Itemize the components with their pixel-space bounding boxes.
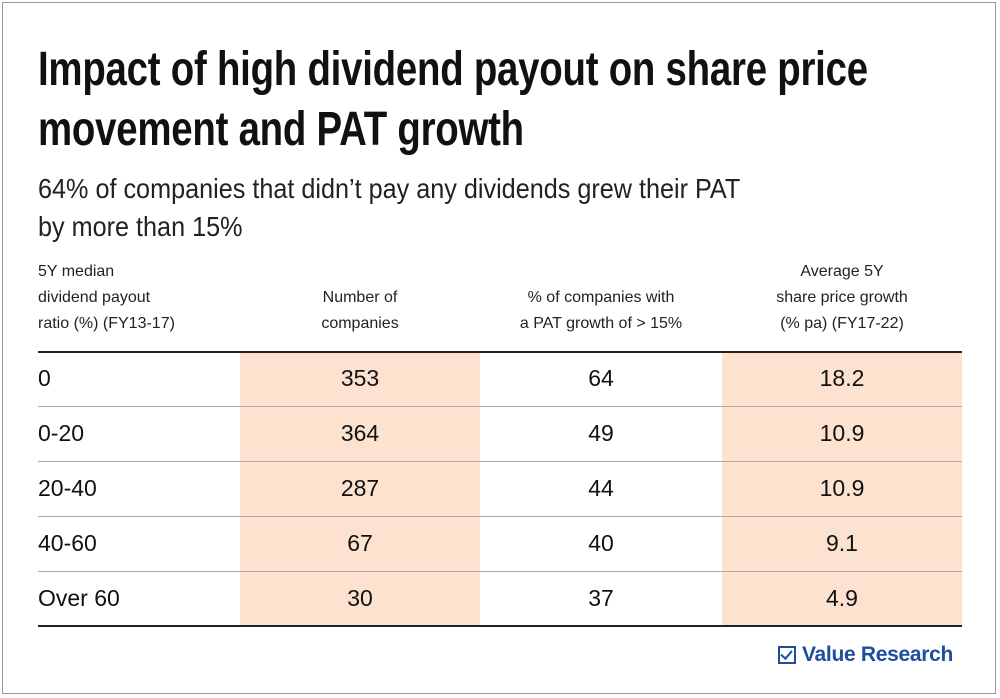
cell-price-growth: 18.2 bbox=[819, 365, 865, 391]
title-line: Impact of high dividend payout on share … bbox=[38, 43, 868, 96]
cell-price-growth: 10.9 bbox=[819, 475, 865, 501]
subtitle-line: by more than 15% bbox=[38, 211, 243, 242]
row-divider bbox=[38, 516, 962, 517]
cell-pat: 64 bbox=[588, 365, 614, 391]
header-line: share price growth bbox=[776, 289, 908, 306]
header-share-price-growth: Average 5Y share price growth (% pa) (FY… bbox=[722, 259, 962, 337]
cell-price-growth: 10.9 bbox=[819, 420, 865, 446]
cell-companies: 67 bbox=[347, 530, 373, 556]
header-payout-ratio: 5Y median dividend payout ratio (%) (FY1… bbox=[38, 259, 175, 337]
title-line: movement and PAT growth bbox=[38, 103, 524, 156]
header-line: dividend payout bbox=[38, 289, 151, 306]
table-row: 20-40 287 44 10.9 bbox=[38, 462, 962, 517]
logo-text: Value Research bbox=[802, 643, 954, 666]
checkbox-icon bbox=[778, 646, 796, 664]
header-line: Average 5Y bbox=[800, 263, 884, 280]
cell-payout: 40-60 bbox=[38, 530, 97, 556]
table-top-rule bbox=[38, 351, 962, 353]
header-line: 5Y median bbox=[38, 263, 115, 280]
header-number-of-companies: Number of companies bbox=[240, 285, 480, 337]
cell-payout: 0-20 bbox=[38, 420, 85, 446]
subtitle-line: 64% of companies that didn’t pay any div… bbox=[38, 173, 741, 204]
table-row: Over 60 30 37 4.9 bbox=[38, 572, 962, 627]
table-row: 0 353 64 18.2 bbox=[38, 352, 962, 407]
cell-payout: Over 60 bbox=[38, 585, 120, 611]
column-highlight bbox=[722, 353, 962, 626]
page-title: Impact of high dividend payout on share … bbox=[38, 40, 958, 160]
column-highlight bbox=[240, 353, 480, 626]
row-divider bbox=[38, 571, 962, 572]
value-research-logo: Value Research bbox=[778, 643, 953, 667]
cell-pat: 40 bbox=[588, 530, 614, 556]
header-pat-growth: % of companies with a PAT growth of > 15… bbox=[480, 285, 722, 337]
cell-payout: 20-40 bbox=[38, 475, 97, 501]
subtitle: 64% of companies that didn’t pay any div… bbox=[38, 170, 848, 246]
cell-companies: 364 bbox=[340, 420, 380, 446]
header-line: (% pa) (FY17-22) bbox=[780, 315, 904, 332]
cell-pat: 44 bbox=[588, 475, 614, 501]
header-line: companies bbox=[321, 315, 399, 332]
row-divider bbox=[38, 406, 962, 407]
cell-companies: 30 bbox=[347, 585, 373, 611]
cell-pat: 49 bbox=[588, 420, 614, 446]
table-bottom-rule bbox=[38, 625, 962, 627]
cell-price-growth: 9.1 bbox=[826, 530, 858, 556]
row-divider bbox=[38, 461, 962, 462]
header-line: Number of bbox=[322, 289, 398, 306]
cell-payout: 0 bbox=[38, 365, 51, 391]
header-line: ratio (%) (FY13-17) bbox=[38, 315, 175, 332]
table-row: 40-60 67 40 9.1 bbox=[38, 517, 962, 572]
table-row: 0-20 364 49 10.9 bbox=[38, 407, 962, 462]
cell-price-growth: 4.9 bbox=[826, 585, 858, 611]
cell-companies: 353 bbox=[340, 365, 380, 391]
header-line: % of companies with bbox=[527, 289, 675, 306]
cell-companies: 287 bbox=[340, 475, 380, 501]
cell-pat: 37 bbox=[588, 585, 614, 611]
header-line: a PAT growth of > 15% bbox=[519, 315, 683, 332]
